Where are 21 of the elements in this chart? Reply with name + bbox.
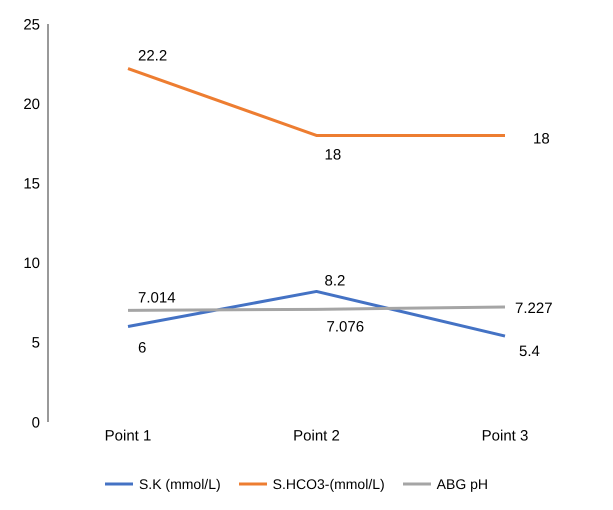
y-tick-label: 25 — [23, 16, 40, 34]
legend-label: S.K (mmol/L) — [138, 476, 221, 492]
data-label: 18 — [533, 130, 550, 148]
data-label: 7.227 — [515, 300, 553, 317]
y-tick-label: 10 — [23, 255, 40, 272]
data-label: 22.2 — [138, 48, 168, 65]
legend-label: ABG pH — [436, 476, 488, 492]
data-label: 5.4 — [519, 343, 540, 360]
data-label: 7.014 — [138, 289, 176, 306]
y-tick-label: 15 — [23, 176, 40, 193]
x-tick-label: Point 3 — [482, 428, 528, 445]
x-tick-label: Point 1 — [104, 428, 152, 445]
data-label: 8.2 — [324, 272, 346, 290]
y-tick-label: 20 — [23, 96, 40, 113]
legend-label: S.HCO3-(mmol/L) — [272, 476, 385, 492]
y-tick-label: 5 — [32, 334, 40, 352]
y-tick-label: 0 — [32, 414, 40, 432]
x-tick-label: Point 2 — [293, 428, 340, 445]
data-label: 18 — [324, 146, 342, 164]
data-label: 7.076 — [326, 318, 364, 336]
data-label: 6 — [138, 339, 146, 356]
